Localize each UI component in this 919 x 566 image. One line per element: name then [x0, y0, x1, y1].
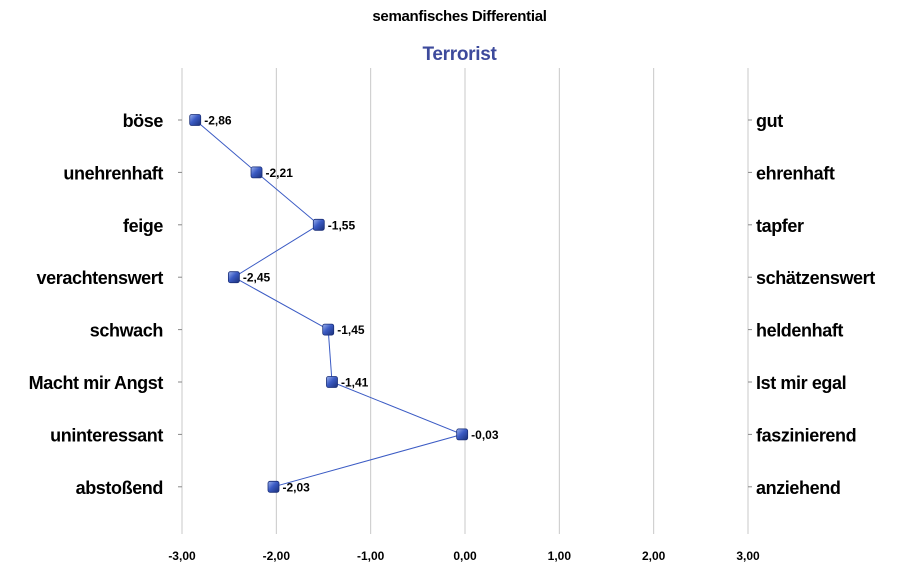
- left-category-label: Macht mir Angst: [29, 373, 164, 393]
- x-tick-label: 1,00: [548, 549, 572, 563]
- left-category-label: abstoßend: [76, 478, 163, 498]
- right-category-label: gut: [756, 111, 783, 131]
- data-label: -1,41: [341, 376, 369, 390]
- x-tick-label: -1,00: [357, 549, 385, 563]
- left-category-label: verachtenswert: [37, 268, 164, 288]
- chart-title: semanfisches Differential: [372, 8, 547, 25]
- x-tick-label: -2,00: [263, 549, 291, 563]
- data-label: -2,86: [204, 114, 232, 128]
- left-category-label: schwach: [90, 321, 163, 341]
- right-category-label: anziehend: [756, 478, 840, 498]
- x-tick-label: 3,00: [736, 549, 760, 563]
- data-point: [326, 376, 338, 388]
- data-point: [312, 218, 325, 231]
- right-category-label: faszinierend: [756, 425, 856, 445]
- x-tick-label: -3,00: [168, 549, 196, 563]
- left-category-label: unehrenhaft: [63, 163, 163, 183]
- left-category-label: uninteressant: [50, 425, 163, 445]
- right-category-label: ehrenhaft: [756, 163, 835, 183]
- left-category-label: böse: [123, 111, 164, 131]
- data-point: [227, 271, 240, 284]
- right-category-label: heldenhaft: [756, 321, 843, 341]
- left-category-label: feige: [123, 216, 163, 236]
- data-label: -1,45: [337, 323, 365, 337]
- data-point: [456, 428, 469, 441]
- right-category-label: tapfer: [756, 216, 804, 236]
- data-label: -2,03: [283, 480, 311, 494]
- right-category-label: schätzenswert: [756, 268, 875, 288]
- data-point: [189, 114, 202, 126]
- right-category-label: Ist mir egal: [756, 373, 846, 393]
- data-point: [267, 480, 280, 493]
- x-tick-label: 2,00: [642, 549, 666, 563]
- chart-subtitle: Terrorist: [422, 44, 497, 65]
- data-label: -2,21: [266, 166, 294, 180]
- data-point: [250, 166, 263, 179]
- data-label: -0,03: [471, 428, 499, 442]
- series-line: [194, 119, 464, 488]
- data-label: -1,55: [328, 218, 356, 232]
- data-label: -2,45: [243, 271, 271, 285]
- data-point: [322, 323, 335, 336]
- x-tick-label: 0,00: [453, 549, 477, 563]
